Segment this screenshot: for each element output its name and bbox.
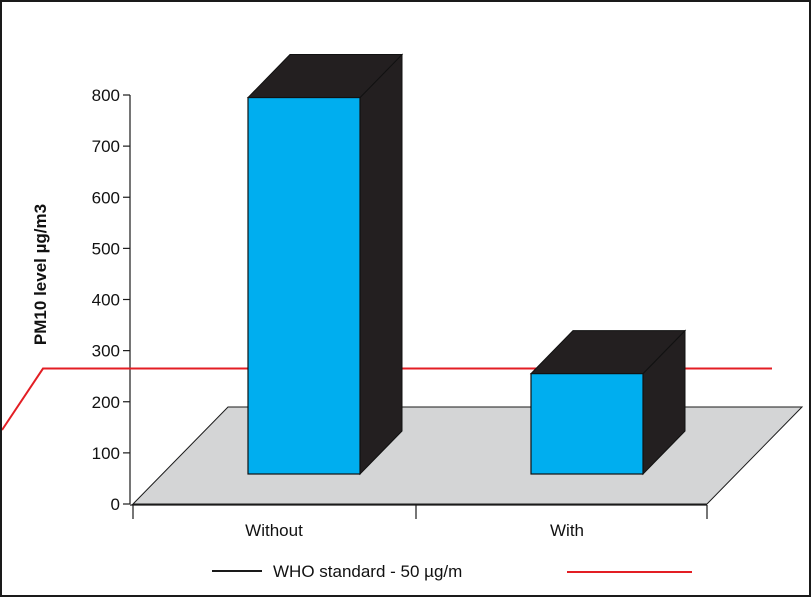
bar-side-face xyxy=(359,53,403,476)
y-tick-label: 100 xyxy=(92,444,120,463)
y-tick-label: 0 xyxy=(111,495,120,514)
x-category-label: With xyxy=(550,521,584,540)
y-tick-label: 600 xyxy=(92,188,120,207)
y-tick-label: 200 xyxy=(92,393,120,412)
bar-front-face xyxy=(530,373,644,475)
y-tick-label: 300 xyxy=(92,342,120,361)
y-tick-label: 700 xyxy=(92,137,120,156)
legend-label: WHO standard - 50 µg/m xyxy=(273,562,462,581)
y-tick-label: 500 xyxy=(92,239,120,258)
bar-without xyxy=(246,53,404,476)
bar-with xyxy=(529,329,687,476)
chart-floor xyxy=(131,406,804,505)
who-standard-line xyxy=(2,367,772,431)
y-tick-label: 800 xyxy=(92,86,120,105)
x-category-label: Without xyxy=(245,521,303,540)
y-axis-title: PM10 level µg/m3 xyxy=(31,204,50,345)
bar-front-face xyxy=(247,96,361,475)
y-tick-label: 400 xyxy=(92,291,120,310)
